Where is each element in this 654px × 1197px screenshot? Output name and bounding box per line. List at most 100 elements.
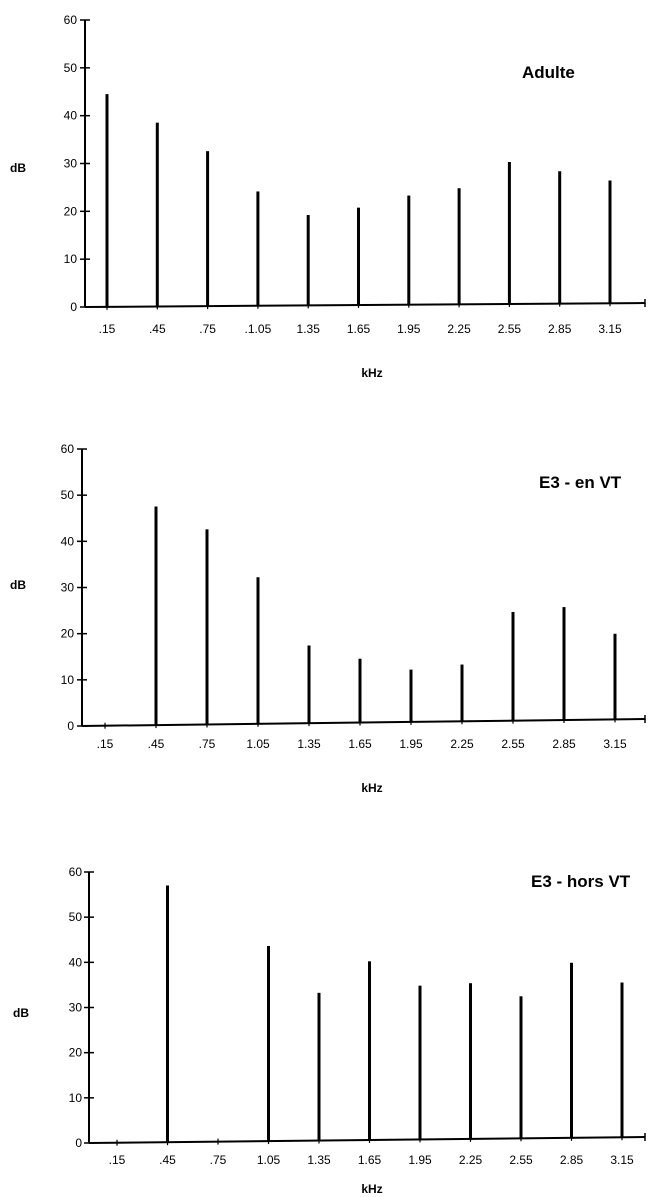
chart-panel-e3-en-vt: E3 - en VT dB kHz 0 10 20 30 40 50 60 .15 .45 .75… — [10, 442, 646, 795]
bar — [570, 962, 573, 1138]
x-tick-label: .75 — [199, 737, 216, 751]
bar — [155, 122, 159, 307]
x-tick-label: 1.35 — [297, 322, 321, 336]
bar — [407, 195, 411, 305]
y-axis-label: dB — [10, 578, 26, 592]
y-tick-label: 50 — [69, 910, 83, 924]
x-tick-label: 1.65 — [347, 322, 371, 336]
bar — [409, 669, 413, 722]
y-tick-label: 10 — [64, 252, 78, 266]
x-tick-label: 3.15 — [598, 322, 622, 336]
x-tick-label: 2.85 — [552, 737, 576, 751]
x-tick-label: 2.55 — [498, 322, 522, 336]
y-tick-label: 20 — [61, 627, 75, 641]
y-tick-label: 30 — [61, 581, 75, 595]
bar — [562, 607, 566, 721]
x-tick-label: 2.55 — [509, 1153, 533, 1167]
x-tick-label: 2.55 — [501, 737, 525, 751]
x-tick-label: 1.95 — [408, 1153, 432, 1167]
x-axis-label: kHz — [361, 781, 382, 795]
y-tick-label: 10 — [69, 1091, 83, 1105]
chart-panel-adulte: Adulte dB kHz 0 10 20 30 40 50 60 .15 .45 .75 .1.0… — [10, 13, 646, 380]
bar — [418, 985, 422, 1140]
y-axis-label: dB — [13, 1006, 29, 1020]
x-tick-label: 1.95 — [399, 737, 423, 751]
bar — [307, 645, 311, 724]
x-axis-line — [88, 1136, 646, 1144]
bar — [317, 992, 321, 1141]
y-tick-label: 40 — [69, 955, 83, 969]
y-tick-label: 60 — [64, 13, 78, 27]
y-tick-label: 40 — [64, 109, 78, 123]
y-tick-label: 50 — [64, 61, 78, 75]
bar — [105, 94, 109, 307]
x-axis-line — [81, 718, 646, 727]
y-axis-label: dB — [10, 161, 26, 175]
bar — [166, 885, 169, 1143]
bar — [613, 633, 617, 720]
bar — [558, 171, 562, 304]
x-axis-label: kHz — [361, 366, 382, 380]
bar — [256, 191, 260, 306]
bar — [206, 151, 210, 307]
x-axis-label: kHz — [361, 1182, 382, 1196]
bar — [469, 983, 472, 1139]
bar — [267, 945, 270, 1142]
x-tick-label: 2.85 — [560, 1153, 584, 1167]
bar — [205, 529, 209, 725]
chart-panel-e3-hors-vt: E3 - hors VT dB kHz 0 10 20 30 40 50 60 .15 .45.… — [13, 865, 646, 1196]
x-tick-label: 2.25 — [450, 737, 474, 751]
x-tick-label: 1.05 — [257, 1153, 281, 1167]
x-tick-label: .15 — [99, 322, 116, 336]
bar — [368, 961, 371, 1140]
x-tick-label: 3.15 — [603, 737, 627, 751]
y-tick-label: 0 — [75, 1136, 82, 1150]
bar — [519, 996, 523, 1139]
y-tick-label: 20 — [64, 204, 78, 218]
x-tick-label: 1.05 — [246, 737, 270, 751]
bar — [620, 982, 624, 1138]
y-tick-label: 50 — [61, 488, 75, 502]
x-tick-label: .15 — [109, 1153, 126, 1167]
bar — [357, 207, 360, 306]
chart-title: E3 - hors VT — [531, 872, 631, 891]
x-tick-label: 1.65 — [358, 1153, 382, 1167]
x-tick-label: 1.35 — [307, 1153, 331, 1167]
bar — [306, 215, 310, 306]
chart-title: E3 - en VT — [539, 473, 622, 492]
x-tick-label: .15 — [97, 737, 114, 751]
x-tick-label: .45 — [148, 737, 165, 751]
y-tick-label: 10 — [61, 673, 75, 687]
y-tick-label: 0 — [67, 719, 74, 733]
x-tick-label: .75 — [210, 1153, 227, 1167]
x-tick-label: 2.85 — [548, 322, 572, 336]
y-tick-label: 40 — [61, 534, 75, 548]
bar — [154, 506, 158, 726]
x-tick-label: 1.65 — [348, 737, 372, 751]
y-tick-label: 0 — [70, 300, 77, 314]
bar — [511, 611, 515, 721]
y-tick-label: 60 — [69, 865, 83, 879]
x-tick-label: .45 — [149, 322, 166, 336]
bar — [608, 180, 612, 304]
bar — [460, 664, 464, 722]
bar — [507, 161, 511, 304]
x-tick-label: 3.15 — [610, 1153, 634, 1167]
x-tick-label: .1.05 — [245, 322, 272, 336]
y-tick-label: 20 — [69, 1046, 83, 1060]
bar — [358, 658, 362, 723]
chart-title: Adulte — [522, 63, 575, 82]
bar — [457, 188, 461, 305]
bar — [256, 577, 260, 724]
x-axis-line — [84, 302, 646, 308]
y-tick-label: 30 — [64, 157, 78, 171]
x-tick-label: 1.95 — [397, 322, 421, 336]
x-tick-label: .45 — [159, 1153, 176, 1167]
x-tick-label: 2.25 — [459, 1153, 483, 1167]
x-tick-label: .75 — [199, 322, 216, 336]
x-tick-label: 2.25 — [447, 322, 471, 336]
y-tick-label: 60 — [61, 442, 75, 456]
y-tick-label: 30 — [69, 1001, 83, 1015]
x-tick-label: 1.35 — [297, 737, 321, 751]
